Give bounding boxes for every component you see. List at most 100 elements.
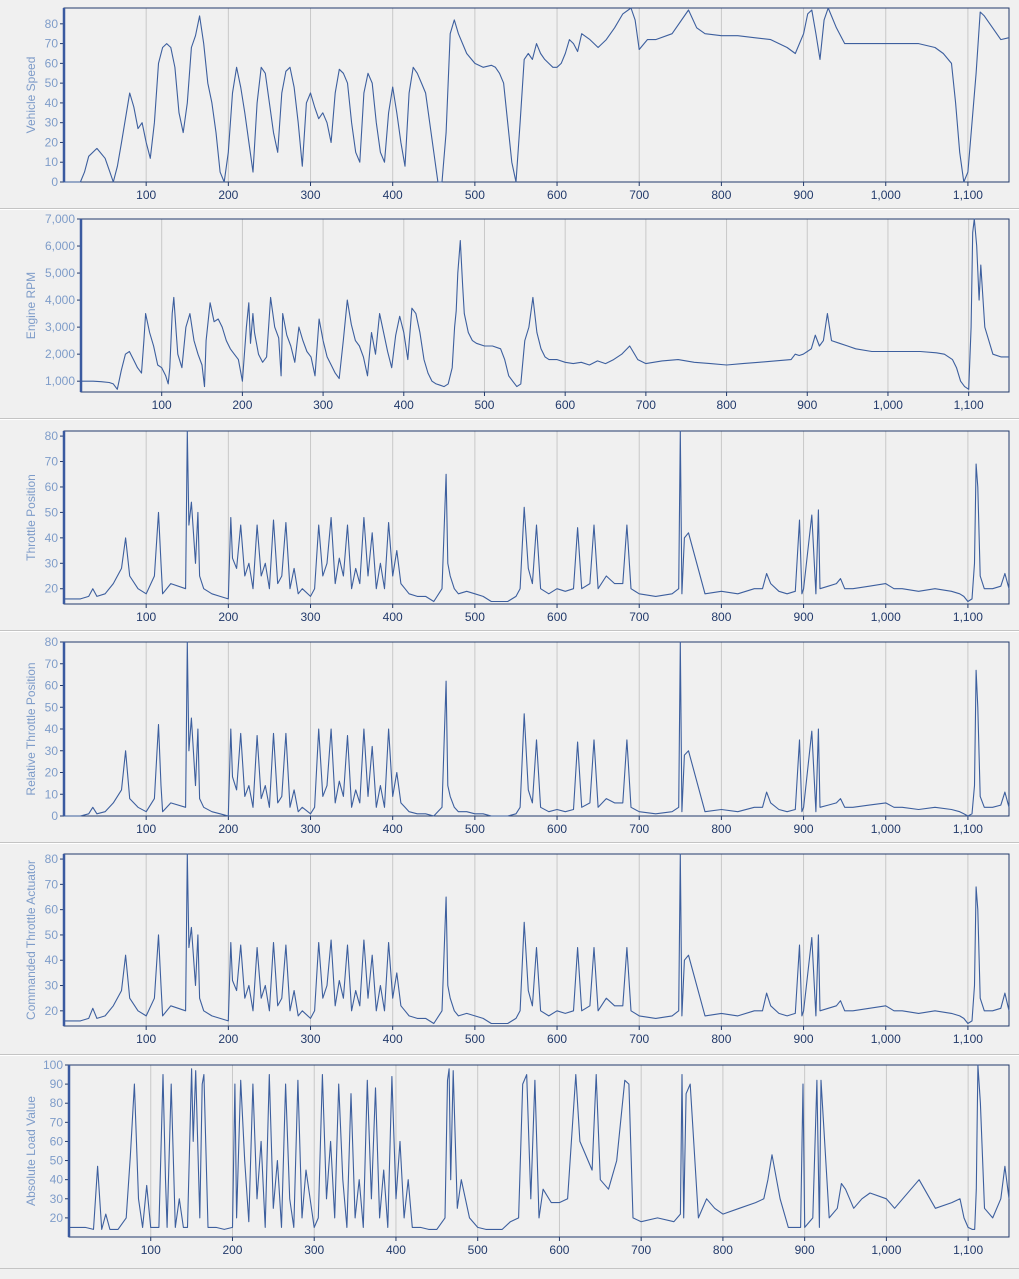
y-tick-label: 20 [50,1211,64,1225]
x-tick-label: 700 [629,610,649,624]
absolute-load-value-chart: 20 30 40 50 60 70 80 90 100 100 200 300 400 500 600 700… [24,1058,1010,1257]
x-tick-label: 1,000 [871,610,901,624]
commanded-throttle-actuator-chart: 20 30 40 50 60 70 80 100 200 300 400 500 600 700 800 90… [24,852,1010,1046]
y-tick-label: 100 [43,1058,63,1072]
y-tick-label: 40 [45,96,59,110]
x-tick-label: 200 [218,822,238,836]
vehicle-speed-panel: 0 10 20 30 40 50 60 70 80 100 200 300 400 500 600 700 80… [0,0,1019,208]
y-tick-label: 70 [45,37,59,51]
panel-divider [0,1055,1019,1056]
y-tick-label: 40 [45,953,59,967]
x-tick-label: 700 [636,398,656,412]
x-tick-label: 900 [794,188,814,202]
x-tick-label: 900 [795,1243,815,1257]
x-tick-label: 1,000 [871,188,901,202]
series-line [64,7,1010,183]
commanded-throttle-actuator-panel: 20 30 40 50 60 70 80 100 200 300 400 500 600 700 800 90… [0,844,1019,1054]
y-tick-label: 30 [45,116,59,130]
y-tick-label: 50 [45,505,59,519]
x-tick-label: 400 [383,610,403,624]
y-tick-label: 60 [45,903,59,917]
series-line [81,218,1009,390]
panel-divider [0,630,1019,631]
x-tick-label: 500 [465,822,485,836]
x-tick-label: 400 [383,188,403,202]
x-tick-label: 700 [631,1243,651,1257]
series-line [69,1064,1010,1230]
y-tick-label: 20 [45,582,59,596]
x-tick-label: 600 [549,1243,569,1257]
x-tick-label: 200 [222,1243,242,1257]
plot-frame [63,7,1010,183]
x-tick-label: 400 [386,1243,406,1257]
panel-divider [0,208,1019,209]
x-tick-label: 1,000 [871,1243,901,1257]
x-tick-label: 100 [136,610,156,624]
panel-divider [0,1268,1019,1269]
panel-divider [0,419,1019,420]
y-axis-label: Throttle Position [24,474,38,561]
panel-divider [0,1054,1019,1055]
x-tick-label: 100 [136,822,156,836]
x-tick-label: 800 [713,1243,733,1257]
panel-divider [0,843,1019,844]
plot-frame [63,853,1010,1027]
y-axis-label: Engine RPM [24,272,38,339]
x-tick-label: 300 [301,822,321,836]
x-tick-label: 400 [383,1032,403,1046]
x-tick-label: 500 [468,1243,488,1257]
x-tick-label: 100 [152,398,172,412]
panel-divider [0,209,1019,210]
plot-frame [63,641,1010,817]
x-tick-label: 100 [141,1243,161,1257]
plot-frame [80,218,1010,393]
x-tick-label: 1,000 [871,822,901,836]
x-tick-label: 300 [313,398,333,412]
series-line [64,641,1010,817]
x-tick-label: 1,100 [953,822,983,836]
x-tick-label: 1,000 [871,1032,901,1046]
panel-divider [0,842,1019,843]
y-tick-label: 10 [45,787,59,801]
x-tick-label: 200 [218,188,238,202]
y-axis-label: Commanded Throttle Actuator [24,860,38,1020]
y-tick-label: 60 [45,679,59,693]
y-axis-label: Vehicle Speed [24,57,38,134]
y-tick-label: 6,000 [45,239,75,253]
y-tick-label: 70 [45,657,59,671]
panel-divider [0,418,1019,419]
vehicle-speed-chart: 0 10 20 30 40 50 60 70 80 100 200 300 400 500 600 700 80… [24,7,1010,202]
y-tick-label: 70 [45,455,59,469]
x-tick-label: 800 [711,610,731,624]
x-tick-label: 900 [794,822,814,836]
y-tick-label: 30 [45,744,59,758]
y-tick-label: 80 [45,429,59,443]
x-tick-label: 1,100 [953,610,983,624]
x-tick-label: 900 [794,610,814,624]
throttle-position-chart: 20 30 40 50 60 70 80 100 200 300 400 500 600 700 800 90… [24,429,1010,624]
y-tick-label: 10 [45,155,59,169]
x-tick-label: 500 [474,398,494,412]
plot-frame [63,430,1010,605]
x-tick-label: 800 [711,188,731,202]
y-tick-label: 40 [50,1173,64,1187]
y-tick-label: 80 [45,17,59,31]
y-tick-label: 20 [45,1004,59,1018]
y-tick-label: 30 [45,556,59,570]
x-tick-label: 1,100 [954,398,984,412]
y-tick-label: 0 [51,175,58,189]
x-tick-label: 600 [547,610,567,624]
y-tick-label: 50 [45,76,59,90]
y-tick-label: 1,000 [45,374,75,388]
x-tick-label: 300 [301,610,321,624]
y-tick-label: 80 [50,1096,64,1110]
x-tick-label: 400 [394,398,414,412]
x-tick-label: 1,100 [953,1032,983,1046]
y-tick-label: 70 [45,877,59,891]
y-tick-label: 30 [45,979,59,993]
y-tick-label: 60 [50,1134,64,1148]
y-tick-label: 2,000 [45,347,75,361]
x-tick-label: 800 [711,1032,731,1046]
y-tick-label: 50 [50,1154,64,1168]
